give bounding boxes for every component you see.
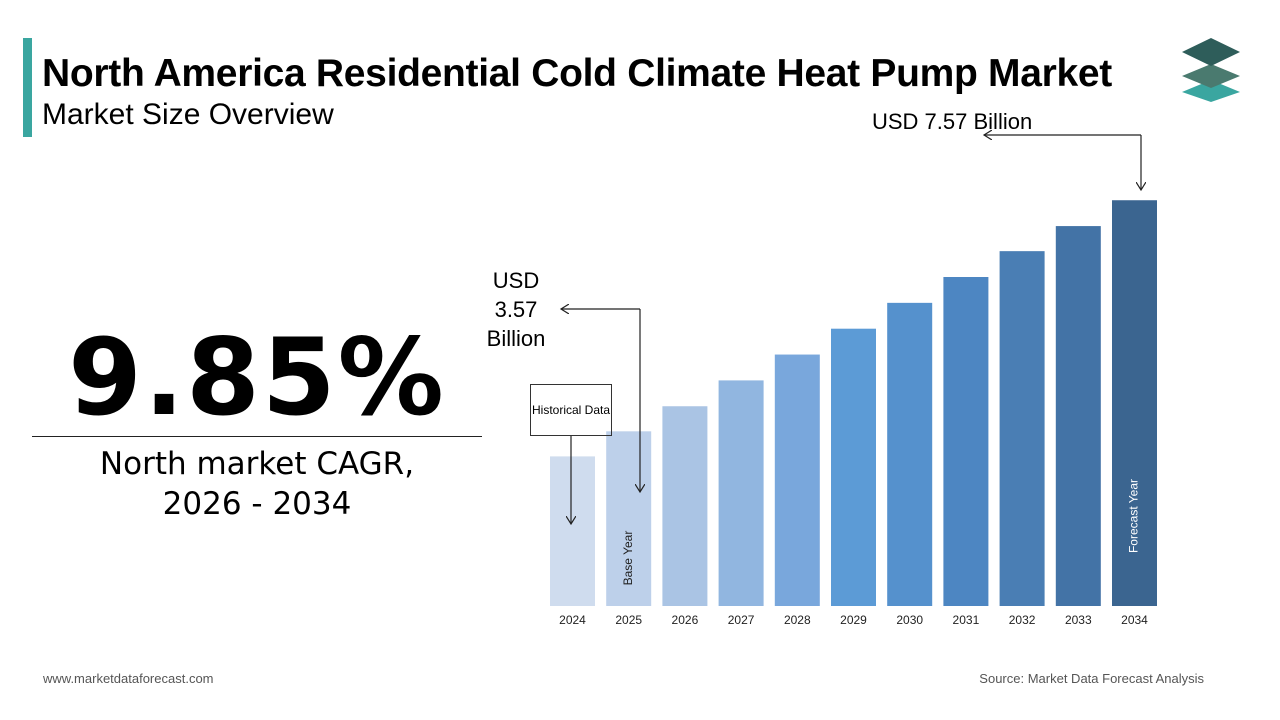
x-tick-label-2033: 2033 bbox=[1065, 613, 1092, 627]
x-tick-label-2026: 2026 bbox=[672, 613, 699, 627]
cagr-value: 9.85% bbox=[68, 316, 446, 439]
x-tick-label-2027: 2027 bbox=[728, 613, 755, 627]
historical-data-label: Historical Data bbox=[531, 403, 611, 417]
bar-2027 bbox=[718, 380, 764, 606]
cagr-label: North market CAGR, 2026 - 2034 bbox=[32, 444, 482, 524]
bar-2032 bbox=[999, 251, 1045, 606]
labels-layer: 2024 2025 Base Year 2026 2027 2028 2029 2030 203… bbox=[559, 479, 1148, 627]
x-tick-label-2029: 2029 bbox=[840, 613, 867, 627]
cagr-label-line1: North market CAGR, bbox=[99, 446, 415, 482]
page-title: North America Residential Cold Climate H… bbox=[42, 52, 1112, 95]
bar-inner-label-2025: Base Year bbox=[621, 531, 635, 586]
bar-2024 bbox=[550, 456, 595, 606]
callout-2025-value: USD 3.57 Billion bbox=[486, 268, 546, 351]
footer-website: www.marketdataforecast.com bbox=[43, 671, 214, 686]
bar-2028 bbox=[774, 354, 820, 606]
x-tick-label-2028: 2028 bbox=[784, 613, 811, 627]
x-tick-label-2024: 2024 bbox=[559, 613, 586, 627]
accent-bar bbox=[23, 38, 32, 137]
bars-layer bbox=[550, 200, 1157, 607]
x-tick-label-2031: 2031 bbox=[953, 613, 980, 627]
historical-data-box: Historical Data bbox=[530, 384, 612, 436]
x-tick-label-2030: 2030 bbox=[896, 613, 923, 627]
x-tick-label-2034: 2034 bbox=[1121, 613, 1148, 627]
x-tick-label-2032: 2032 bbox=[1009, 613, 1036, 627]
bar-inner-label-2034: Forecast Year bbox=[1127, 479, 1141, 553]
callout-2034-value: USD 7.57 Billion bbox=[872, 109, 1033, 134]
bar-2033 bbox=[1055, 226, 1101, 607]
bar-2026 bbox=[662, 406, 708, 606]
page-subtitle: Market Size Overview bbox=[42, 98, 334, 131]
brand-logo-icon bbox=[1182, 38, 1240, 102]
cagr-label-line2: 2026 - 2034 bbox=[162, 486, 352, 522]
bar-2034 bbox=[1112, 200, 1157, 606]
bar-2029 bbox=[831, 328, 876, 606]
footer-source: Source: Market Data Forecast Analysis bbox=[979, 671, 1204, 686]
bar-2030 bbox=[887, 302, 933, 606]
cagr-divider bbox=[32, 436, 482, 437]
bar-2031 bbox=[943, 277, 989, 606]
x-tick-label-2025: 2025 bbox=[615, 613, 642, 627]
bar-2025 bbox=[606, 431, 652, 606]
